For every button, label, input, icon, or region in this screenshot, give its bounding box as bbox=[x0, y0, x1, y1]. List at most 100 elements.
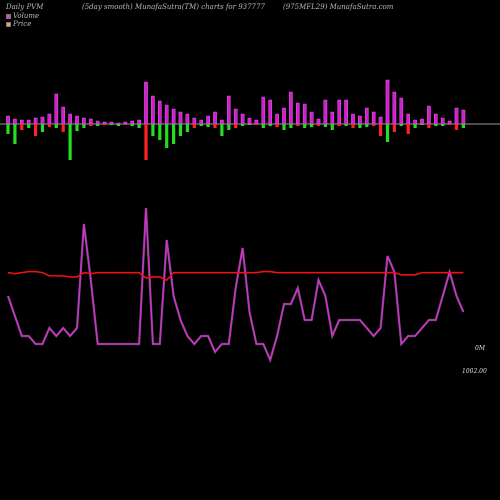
volume-bar bbox=[330, 111, 335, 125]
price-change-bar bbox=[441, 124, 445, 126]
price-change-bar bbox=[151, 124, 155, 136]
price-change-bar bbox=[420, 124, 424, 125]
price-change-bar bbox=[434, 124, 438, 126]
price-change-bar bbox=[316, 124, 321, 126]
price-change-bar bbox=[303, 124, 307, 128]
volume-bar bbox=[116, 122, 121, 125]
price-change-bar bbox=[137, 124, 141, 128]
volume-bar bbox=[13, 118, 17, 125]
volume-bar bbox=[206, 115, 210, 125]
volume-bar bbox=[88, 118, 93, 125]
price-change-bar bbox=[351, 124, 355, 128]
volume-bar bbox=[20, 119, 24, 125]
chart-title-right: (975MFL29) MunafaSutra.com bbox=[283, 3, 394, 11]
volume-bar bbox=[289, 91, 293, 125]
volume-bar bbox=[95, 120, 100, 125]
volume-bar bbox=[61, 106, 65, 125]
volume-bar bbox=[123, 121, 128, 125]
volume-bar bbox=[365, 107, 369, 125]
volume-bar bbox=[220, 119, 224, 125]
volume-bar bbox=[323, 99, 328, 125]
volume-bar bbox=[247, 117, 252, 125]
price-axis-tick: 1002.00 bbox=[462, 368, 487, 375]
legend-volume-label: Volume bbox=[13, 12, 40, 20]
volume-bar bbox=[351, 113, 355, 125]
price-change-bar bbox=[130, 124, 134, 126]
volume-bar bbox=[268, 99, 273, 125]
price-change-bar bbox=[178, 124, 183, 136]
price-change-bar bbox=[448, 124, 452, 125]
price-change-bar bbox=[254, 124, 258, 125]
legend-price-swatch bbox=[6, 21, 11, 27]
price-change-bar bbox=[330, 124, 334, 130]
volume-bar bbox=[40, 116, 45, 125]
volume-bar bbox=[199, 119, 204, 125]
price-line bbox=[7, 270, 464, 282]
volume-bar bbox=[54, 93, 59, 125]
price-change-bar bbox=[61, 124, 65, 132]
volume-bar bbox=[151, 95, 155, 125]
volume-bar bbox=[130, 120, 135, 125]
price-change-bar bbox=[172, 124, 176, 144]
price-change-bar bbox=[75, 124, 79, 131]
price-change-bar bbox=[144, 124, 148, 160]
volume-bar bbox=[47, 113, 52, 125]
chart-title-left: Daily PVM bbox=[6, 3, 44, 11]
volume-bar bbox=[296, 102, 300, 125]
price-change-bar bbox=[365, 124, 369, 127]
chart-title-center: (5day smooth) MunafaSutra(TM) charts for… bbox=[82, 3, 265, 11]
volume-bar bbox=[413, 119, 417, 125]
price-change-bar bbox=[261, 124, 265, 128]
price-change-bar bbox=[213, 124, 217, 128]
price-change-bar bbox=[358, 124, 362, 128]
price-change-bar bbox=[247, 124, 252, 125]
volume-bar bbox=[109, 121, 114, 125]
price-change-bar bbox=[392, 124, 396, 132]
volume-bar bbox=[275, 113, 279, 125]
volume-bar bbox=[261, 96, 266, 125]
price-change-bar bbox=[185, 124, 189, 132]
price-change-bar bbox=[310, 124, 314, 127]
price-change-bar bbox=[344, 124, 348, 126]
price-change-bar bbox=[399, 124, 403, 126]
price-change-bar bbox=[47, 124, 51, 127]
price-change-bar bbox=[372, 124, 376, 126]
price-change-bar bbox=[68, 124, 72, 160]
volume-bar bbox=[385, 79, 390, 125]
price-change-bar bbox=[241, 124, 245, 126]
price-change-bar bbox=[289, 124, 293, 128]
price-change-bar bbox=[109, 124, 114, 125]
price-change-bar bbox=[406, 124, 410, 134]
price-change-bar bbox=[199, 124, 203, 126]
volume-bar bbox=[420, 118, 424, 125]
volume-bar bbox=[33, 117, 38, 125]
volume-bar bbox=[137, 119, 141, 125]
volume-bar bbox=[178, 111, 183, 125]
price-change-bar bbox=[275, 124, 279, 127]
volume-bar bbox=[102, 121, 107, 125]
price-change-bar bbox=[323, 124, 327, 127]
price-change-bar bbox=[103, 124, 107, 125]
volume-bar bbox=[399, 97, 404, 125]
legend-price-label: Price bbox=[13, 20, 32, 28]
price-change-bar bbox=[234, 124, 238, 128]
volume-bar bbox=[461, 109, 466, 125]
legend-volume: Volume bbox=[6, 12, 39, 20]
price-change-bar bbox=[206, 124, 210, 127]
volume-bar bbox=[164, 104, 169, 125]
volume-bar bbox=[82, 117, 86, 125]
price-change-bar bbox=[385, 124, 390, 142]
volume-bar bbox=[192, 117, 197, 125]
volume-bar bbox=[316, 118, 321, 125]
price-change-bar bbox=[96, 124, 100, 126]
volume-bar bbox=[392, 91, 397, 125]
volume-bar bbox=[337, 99, 342, 125]
volume-bar bbox=[309, 111, 314, 125]
volume-bar bbox=[302, 103, 307, 125]
volume-bar bbox=[378, 116, 383, 125]
price-change-bar bbox=[27, 124, 31, 128]
price-change-bar bbox=[54, 124, 58, 128]
volume-bar bbox=[75, 115, 79, 125]
price-change-bar bbox=[227, 124, 231, 130]
